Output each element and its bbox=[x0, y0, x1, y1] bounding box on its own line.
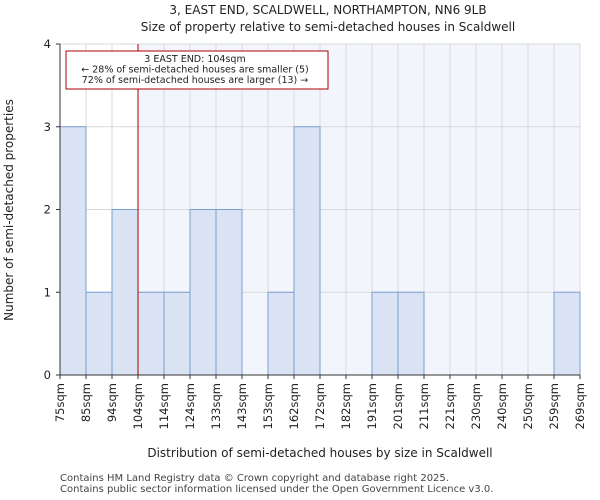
annotation-line-title: 3 EAST END: 104sqm bbox=[144, 54, 245, 65]
x-tick-label: 240sqm bbox=[495, 383, 509, 429]
histogram-bar bbox=[137, 291, 165, 376]
x-tick-label: 269sqm bbox=[573, 383, 587, 429]
chart-title: 3, EAST END, SCALDWELL, NORTHAMPTON, NN6… bbox=[169, 3, 486, 17]
x-tick-label: 230sqm bbox=[469, 383, 483, 429]
y-axis-label: Number of semi-detached properties bbox=[2, 99, 16, 321]
histogram-bar bbox=[293, 126, 321, 376]
histogram-bar bbox=[163, 291, 191, 376]
y-tick-label: 2 bbox=[44, 203, 51, 217]
histogram-bar bbox=[215, 209, 243, 376]
footer-licence: Contains public sector information licen… bbox=[60, 484, 494, 495]
y-tick-label: 4 bbox=[44, 37, 51, 51]
x-tick-label: 104sqm bbox=[131, 383, 145, 429]
x-tick-label: 85sqm bbox=[79, 383, 93, 422]
histogram-bar bbox=[397, 291, 425, 376]
chart-subtitle: Size of property relative to semi-detach… bbox=[141, 20, 515, 34]
x-tick-label: 191sqm bbox=[365, 383, 379, 429]
histogram-bar bbox=[111, 209, 139, 376]
x-tick-label: 153sqm bbox=[261, 383, 275, 429]
histogram-bar bbox=[371, 291, 399, 376]
y-tick-label: 0 bbox=[44, 368, 51, 382]
annotation-box bbox=[65, 50, 329, 90]
x-tick-label: 133sqm bbox=[209, 383, 223, 429]
annotation-line-larger: 72% of semi-detached houses are larger (… bbox=[82, 75, 309, 86]
x-tick-label: 221sqm bbox=[443, 383, 457, 429]
x-tick-label: 201sqm bbox=[391, 383, 405, 429]
x-axis-label: Distribution of semi-detached houses by … bbox=[147, 446, 492, 460]
histogram-bar bbox=[85, 291, 113, 376]
x-tick-label: 211sqm bbox=[417, 383, 431, 429]
y-tick-label: 3 bbox=[44, 120, 51, 134]
x-tick-label: 172sqm bbox=[313, 383, 327, 429]
x-tick-label: 94sqm bbox=[105, 383, 119, 422]
y-tick-label: 1 bbox=[44, 285, 51, 299]
histogram-bar bbox=[553, 291, 581, 376]
x-tick-label: 250sqm bbox=[521, 383, 535, 429]
histogram-bar bbox=[267, 291, 295, 376]
x-tick-label: 182sqm bbox=[339, 383, 353, 429]
x-tick-label: 114sqm bbox=[157, 383, 171, 429]
histogram-bar bbox=[189, 209, 217, 376]
x-tick-label: 75sqm bbox=[53, 383, 67, 422]
x-tick-label: 124sqm bbox=[183, 383, 197, 429]
x-tick-label: 259sqm bbox=[547, 383, 561, 429]
histogram-bar bbox=[59, 126, 87, 376]
x-tick-label: 162sqm bbox=[287, 383, 301, 429]
x-tick-label: 143sqm bbox=[235, 383, 249, 429]
annotation-line-smaller: ← 28% of semi-detached houses are smalle… bbox=[81, 65, 309, 76]
footer-copyright: Contains HM Land Registry data © Crown c… bbox=[60, 473, 449, 484]
